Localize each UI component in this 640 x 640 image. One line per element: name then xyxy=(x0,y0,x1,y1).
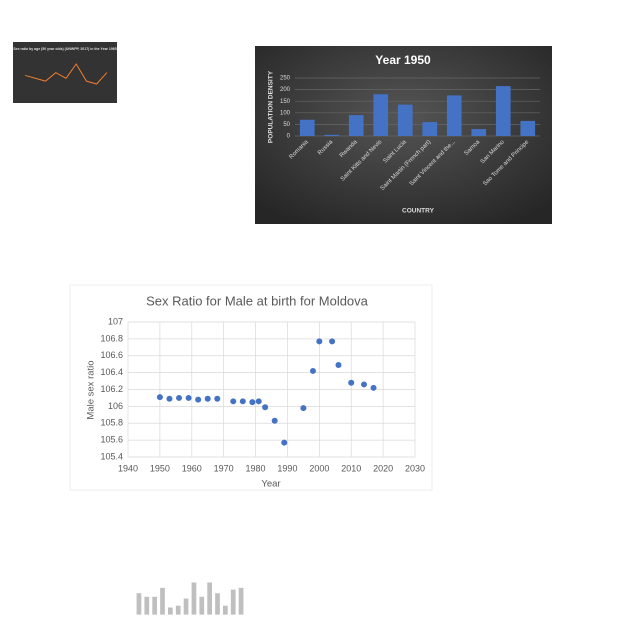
point xyxy=(176,394,183,401)
x-tick-label: 1970 xyxy=(214,463,234,473)
point xyxy=(335,362,342,369)
y-tick-label: 107 xyxy=(108,316,123,326)
chart-title: Sex ratio by age (50 year olds) (UNWPP, … xyxy=(13,47,116,51)
bar xyxy=(223,605,228,615)
y-tick-label: 50 xyxy=(283,122,290,128)
point xyxy=(166,395,173,402)
point xyxy=(271,417,278,424)
point xyxy=(300,405,307,412)
point xyxy=(281,439,288,446)
bar xyxy=(397,104,413,136)
point xyxy=(329,338,336,345)
chart-title: Year 1950 xyxy=(375,53,431,67)
point xyxy=(255,398,262,405)
y-tick-label: 250 xyxy=(280,76,291,82)
x-axis-label: Year xyxy=(261,479,280,490)
bar xyxy=(144,596,150,615)
point xyxy=(348,379,355,386)
y-tick-label: 150 xyxy=(280,99,291,105)
thumbnail-panel xyxy=(13,42,117,103)
bar xyxy=(299,119,315,136)
point xyxy=(360,381,367,388)
line xyxy=(24,63,108,85)
point xyxy=(316,338,323,345)
y-tick-label: 100 xyxy=(280,110,291,116)
y-axis-label: POPULATION DENSITY xyxy=(268,70,275,143)
x-tick-label: 2030 xyxy=(405,463,425,473)
bar xyxy=(207,582,212,615)
bar xyxy=(422,122,438,136)
point xyxy=(262,404,269,411)
bar xyxy=(238,587,244,615)
y-tick-label: 106.8 xyxy=(100,333,123,343)
bar xyxy=(136,593,142,615)
chart-title: Sex Ratio for Male at birth for Moldova xyxy=(146,293,369,308)
bar xyxy=(373,94,389,136)
y-tick-label: 106.6 xyxy=(100,350,123,360)
y-tick-label: 106.2 xyxy=(100,384,123,394)
bar xyxy=(160,587,165,615)
y-tick-label: 106.4 xyxy=(100,367,123,377)
point xyxy=(156,394,163,401)
x-tick-label: 2020 xyxy=(373,463,393,473)
bar xyxy=(215,593,220,615)
y-tick-label: 0 xyxy=(287,134,291,140)
x-tick-label: 1990 xyxy=(277,463,297,473)
bar xyxy=(152,596,157,615)
bar xyxy=(168,607,173,615)
y-tick-label: 105.4 xyxy=(100,451,123,461)
x-tick-label: 2010 xyxy=(341,463,361,473)
point xyxy=(249,399,256,406)
point xyxy=(195,396,202,403)
point xyxy=(185,394,192,401)
bar xyxy=(199,596,205,615)
y-tick-label: 106 xyxy=(108,401,123,411)
point xyxy=(230,398,237,405)
point xyxy=(309,367,316,374)
x-tick-label: 2000 xyxy=(309,463,329,473)
x-tick-label: 1960 xyxy=(182,463,202,473)
point xyxy=(204,395,211,402)
x-axis-label: COUNTRY xyxy=(402,208,435,215)
bar xyxy=(446,95,462,136)
bar xyxy=(471,129,487,136)
bar xyxy=(191,582,197,615)
y-tick-label: 105.8 xyxy=(100,418,123,428)
point xyxy=(214,395,221,402)
bar xyxy=(348,115,364,136)
bar xyxy=(230,589,236,615)
scatter-chart-panel xyxy=(69,284,433,491)
bar xyxy=(520,120,536,136)
y-axis-label: Male sex ratio xyxy=(86,360,97,419)
x-tick-label: 1940 xyxy=(118,463,138,473)
bar xyxy=(324,134,340,136)
y-tick-label: 200 xyxy=(280,87,291,93)
y-tick-label: 105.6 xyxy=(100,435,123,445)
x-tick-label: 1950 xyxy=(150,463,170,473)
bar xyxy=(495,86,511,136)
point xyxy=(239,398,246,405)
point xyxy=(370,384,377,391)
bar xyxy=(183,598,189,615)
bar xyxy=(175,605,181,615)
x-tick-label: 1980 xyxy=(246,463,266,473)
